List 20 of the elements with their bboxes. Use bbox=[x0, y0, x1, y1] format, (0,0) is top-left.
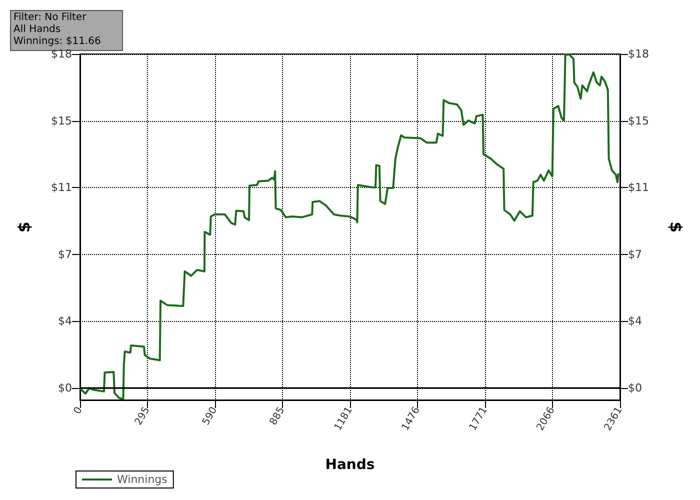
y2-tick-label: $7 bbox=[628, 248, 642, 261]
y2-axis-title: $ bbox=[666, 221, 686, 233]
y-tick-label: $4 bbox=[58, 314, 72, 328]
y2-tick-label: $18 bbox=[628, 48, 649, 60]
y-tick-label: $15 bbox=[51, 114, 72, 128]
text: Winnings: $11.66 bbox=[14, 36, 101, 47]
x-tick-label: 0 bbox=[72, 405, 85, 416]
y2-tick-label: $0 bbox=[628, 381, 642, 394]
legend-label: Winnings bbox=[117, 473, 168, 486]
y2-tick-label: $4 bbox=[628, 314, 642, 328]
x-axis-title: Hands bbox=[325, 457, 375, 473]
text: All Hands bbox=[14, 24, 61, 35]
y2-tick-label: $15 bbox=[628, 114, 649, 128]
y-tick-label: $18 bbox=[51, 48, 72, 60]
y-tick-label: $7 bbox=[58, 248, 72, 261]
y-tick-label: $11 bbox=[51, 181, 72, 194]
text: Filter: No Filter bbox=[14, 12, 88, 23]
y2-tick-label: $11 bbox=[628, 181, 649, 194]
y-axis-title: $ bbox=[14, 221, 34, 233]
y-tick-label: $0 bbox=[58, 381, 72, 394]
